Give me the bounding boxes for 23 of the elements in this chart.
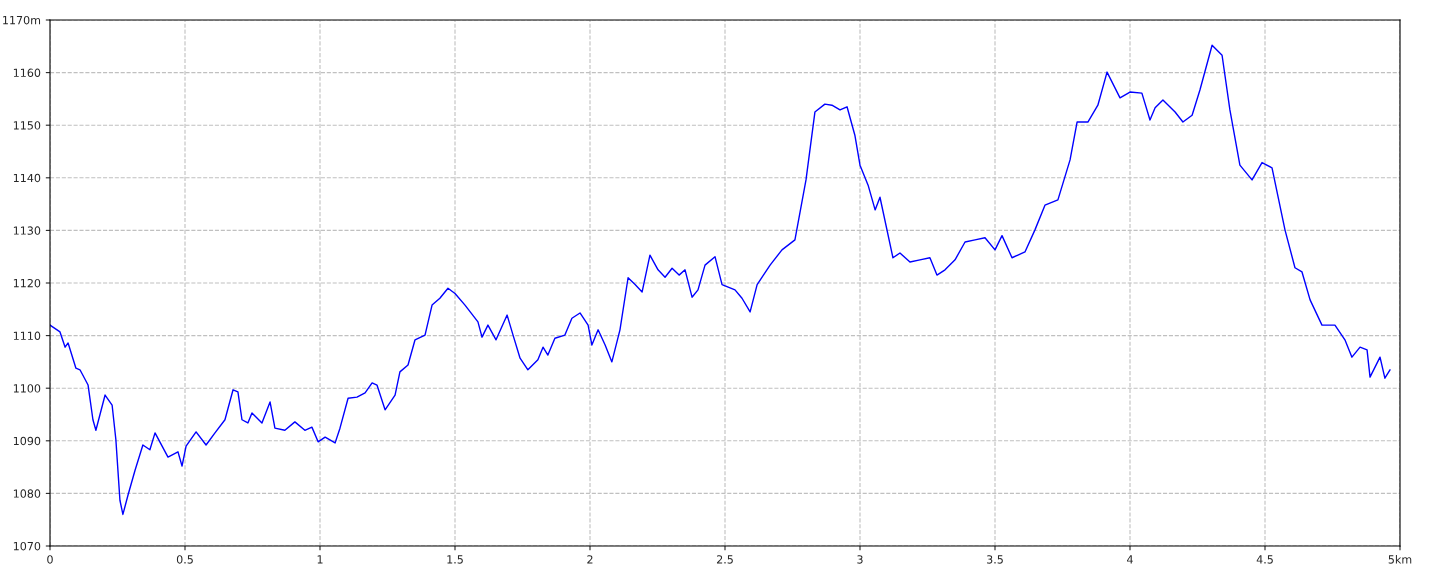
x-tick-label: 3 — [857, 555, 863, 564]
x-tick-label: 3.5 — [987, 555, 1003, 564]
x-tick-label: 0 — [47, 555, 53, 564]
x-tick-label: 4 — [1127, 555, 1133, 564]
y-tick-label: 1110 — [13, 331, 41, 340]
x-tick-label: 2.5 — [716, 555, 733, 564]
x-tick-label: 5km — [1388, 555, 1412, 564]
x-tick-label: 0.5 — [176, 555, 193, 564]
y-tick-label: 1100 — [13, 384, 41, 393]
y-tick-label: 1070 — [13, 541, 41, 551]
y-tick-label: 1090 — [13, 436, 41, 446]
x-tick-label: 2 — [587, 555, 593, 564]
x-tick-label: 1.5 — [447, 555, 463, 564]
y-tick-label: 1130 — [13, 226, 41, 235]
y-tick-label: 1120 — [13, 278, 41, 288]
x-tick-label: 1 — [317, 555, 323, 564]
line-series — [50, 44, 1391, 516]
y-tick-label: 1150 — [13, 121, 41, 130]
y-tick-label: 1160 — [13, 68, 41, 77]
y-tick-label: 1170m — [3, 15, 41, 25]
x-tick-label: 4.5 — [1256, 555, 1273, 564]
y-tick-label: 1140 — [13, 173, 41, 183]
y-tick-label: 1080 — [13, 489, 41, 498]
